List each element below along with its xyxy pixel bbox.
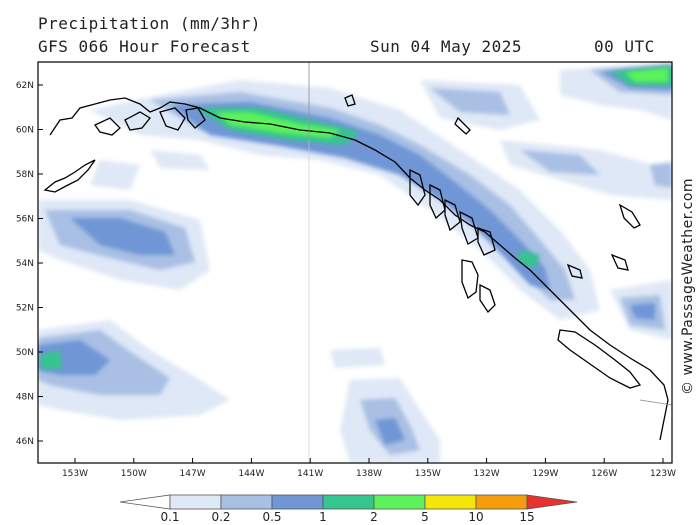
latitude-axis: 62N 60N 58N 56N 54N 52N 50N 48N 46N bbox=[16, 81, 43, 447]
legend-label: 0.2 bbox=[211, 510, 230, 524]
lat-label: 58N bbox=[16, 170, 34, 180]
lon-label: 138W bbox=[356, 469, 382, 479]
forecast-model: GFS 066 Hour Forecast bbox=[38, 37, 251, 56]
lat-label: 50N bbox=[16, 348, 34, 358]
lon-label: 129W bbox=[532, 469, 558, 479]
legend-label: 0.5 bbox=[262, 510, 281, 524]
lat-label: 56N bbox=[16, 215, 34, 225]
legend-swatch bbox=[424, 494, 477, 510]
lat-label: 52N bbox=[16, 304, 34, 314]
legend-swatch bbox=[271, 494, 324, 510]
lat-label: 54N bbox=[16, 259, 34, 269]
lat-label: 48N bbox=[16, 393, 34, 403]
lat-label: 60N bbox=[16, 126, 34, 136]
legend-label: 10 bbox=[468, 510, 483, 524]
svg-text:© www.PassageWeather.com: © www.PassageWeather.com bbox=[680, 178, 696, 395]
lon-label: 132W bbox=[474, 469, 500, 479]
credit-watermark: © www.PassageWeather.com bbox=[680, 178, 696, 395]
precip-fields bbox=[38, 62, 672, 463]
legend: 0.1 0.2 0.5 1 2 5 10 15 bbox=[119, 494, 578, 524]
longitude-axis: 153W 150W 147W 144W 141W 138W 135W 132W 129W 126W… bbox=[62, 458, 676, 479]
legend-swatch bbox=[475, 494, 528, 510]
legend-arrow-right bbox=[526, 494, 578, 510]
legend-swatch bbox=[169, 494, 222, 510]
lon-label: 144W bbox=[238, 469, 264, 479]
lon-label: 153W bbox=[62, 469, 88, 479]
lon-label: 141W bbox=[297, 469, 323, 479]
lat-label: 62N bbox=[16, 81, 34, 91]
lon-label: 123W bbox=[650, 469, 676, 479]
forecast-date: Sun 04 May 2025 bbox=[370, 37, 522, 56]
map-title: Precipitation (mm/3hr) bbox=[38, 14, 261, 33]
legend-swatch bbox=[373, 494, 426, 510]
legend-label: 0.1 bbox=[160, 510, 179, 524]
borders bbox=[308, 62, 672, 406]
legend-label: 2 bbox=[370, 510, 378, 524]
forecast-time: 00 UTC bbox=[594, 37, 655, 56]
legend-label: 15 bbox=[519, 510, 534, 524]
lon-label: 150W bbox=[121, 469, 147, 479]
legend-label: 5 bbox=[421, 510, 429, 524]
lat-label: 46N bbox=[16, 437, 34, 447]
lon-label: 135W bbox=[415, 469, 441, 479]
coastlines bbox=[43, 94, 669, 441]
legend-arrow-left bbox=[119, 494, 171, 510]
lon-label: 147W bbox=[180, 469, 206, 479]
legend-label: 1 bbox=[319, 510, 327, 524]
legend-swatch bbox=[322, 494, 375, 510]
legend-swatch bbox=[220, 494, 273, 510]
lon-label: 126W bbox=[591, 469, 617, 479]
